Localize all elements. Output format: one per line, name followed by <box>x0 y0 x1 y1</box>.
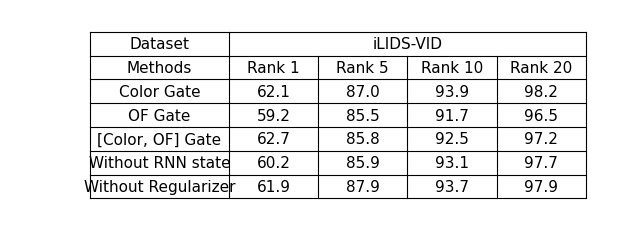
Text: Rank 10: Rank 10 <box>421 61 483 76</box>
Text: 93.9: 93.9 <box>435 85 469 99</box>
Text: 91.7: 91.7 <box>435 108 469 123</box>
Text: Methods: Methods <box>127 61 192 76</box>
Text: 92.5: 92.5 <box>435 132 469 147</box>
Text: Color Gate: Color Gate <box>118 85 200 99</box>
Text: 62.7: 62.7 <box>257 132 291 147</box>
Text: 97.2: 97.2 <box>524 132 558 147</box>
Text: Rank 5: Rank 5 <box>337 61 389 76</box>
Text: 59.2: 59.2 <box>257 108 291 123</box>
Text: iLIDS-VID: iLIDS-VID <box>372 37 442 52</box>
Text: 93.7: 93.7 <box>435 179 469 194</box>
Text: 87.0: 87.0 <box>346 85 380 99</box>
Text: Dataset: Dataset <box>129 37 189 52</box>
Text: [Color, OF] Gate: [Color, OF] Gate <box>97 132 221 147</box>
Text: 93.1: 93.1 <box>435 155 469 170</box>
Text: Rank 1: Rank 1 <box>247 61 300 76</box>
Text: 96.5: 96.5 <box>524 108 558 123</box>
Text: 85.8: 85.8 <box>346 132 380 147</box>
Text: Rank 20: Rank 20 <box>510 61 572 76</box>
Text: 98.2: 98.2 <box>524 85 558 99</box>
Text: 97.9: 97.9 <box>524 179 558 194</box>
Text: 62.1: 62.1 <box>257 85 291 99</box>
Text: 61.9: 61.9 <box>257 179 291 194</box>
Text: 60.2: 60.2 <box>257 155 291 170</box>
Text: Without RNN state: Without RNN state <box>88 155 230 170</box>
Text: 85.9: 85.9 <box>346 155 380 170</box>
Text: 97.7: 97.7 <box>524 155 558 170</box>
Text: 87.9: 87.9 <box>346 179 380 194</box>
Text: OF Gate: OF Gate <box>128 108 191 123</box>
Text: Without Regularizer: Without Regularizer <box>84 179 235 194</box>
Text: 85.5: 85.5 <box>346 108 380 123</box>
